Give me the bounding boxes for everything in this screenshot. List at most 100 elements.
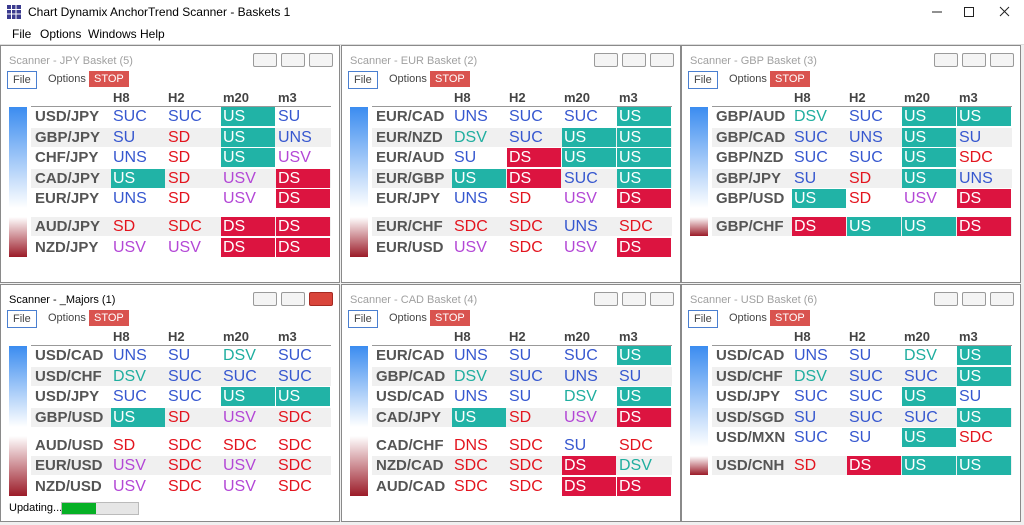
row-shade [372,217,672,236]
panel-window-button[interactable] [309,53,333,67]
panel-window-button[interactable] [309,292,333,306]
column-header: m20 [564,329,591,344]
menu-item[interactable]: Help [140,27,165,41]
pair-label: EUR/GBP [376,169,445,187]
signal-cell: US [452,168,506,188]
panel-window-button[interactable] [253,292,277,306]
signal-cell: DS [507,168,561,188]
signal-cell: SU [278,108,301,125]
group-bar [690,107,708,208]
signal-cell: SUC [849,108,883,125]
toolbar-button[interactable]: STOP [89,71,129,87]
signal-cell: UNS [849,128,883,146]
toolbar-button[interactable]: Options [389,73,427,85]
toolbar-button[interactable]: STOP [89,310,129,326]
toolbar-button[interactable]: Options [729,312,767,324]
pair-label: CHF/JPY [35,149,99,166]
signal-cell: DS [276,217,330,236]
panel-window-button[interactable] [962,53,986,67]
signal-cell: SUC [849,367,883,385]
panel-window-button[interactable] [934,292,958,306]
panel-window-button[interactable] [934,53,958,67]
status-text: Updating... [9,502,63,514]
menu-item[interactable]: Options [40,27,82,41]
toolbar-button[interactable]: File [348,71,378,89]
toolbar-button[interactable]: File [348,310,378,328]
row-shade [31,456,331,475]
panel-window-button[interactable] [962,292,986,306]
signal-cell: SDC [454,457,488,474]
toolbar-button[interactable]: STOP [430,71,470,87]
toolbar-button[interactable]: File [7,71,37,89]
column-header: H2 [849,329,866,344]
toolbar-button[interactable]: STOP [430,310,470,326]
toolbar-button[interactable]: File [688,310,718,328]
signal-cell: SU [959,388,982,405]
panel-window-button[interactable] [990,292,1014,306]
signal-cell: US [221,127,275,147]
signal-cell: US [276,387,330,406]
signal-cell: SDC [959,149,993,166]
toolbar-button[interactable]: File [688,71,718,89]
signal-cell: UNS [278,128,312,146]
signal-cell: SD [168,128,191,146]
panel-window-button[interactable] [650,53,674,67]
signal-cell: US [562,127,616,147]
row-shade [372,366,672,386]
signal-cell: US [617,387,671,406]
toolbar-button[interactable]: STOP [770,71,810,87]
panel-window-button[interactable] [594,53,618,67]
header-rule [31,345,331,346]
menu-item[interactable]: Windows [88,27,137,41]
signal-cell: USV [564,238,597,256]
column-header: m3 [619,329,638,344]
panel-window-button[interactable] [990,53,1014,67]
signal-cell: SDC [278,477,312,495]
signal-cell: SDC [278,408,312,426]
signal-cell: US [902,168,956,188]
toolbar-button[interactable]: STOP [770,310,810,326]
toolbar-button[interactable]: File [7,310,37,328]
pair-label: USD/SGD [716,408,785,426]
panel-window-button[interactable] [281,53,305,67]
panel-title: Scanner - EUR Basket (2) [350,55,478,67]
column-header: m3 [959,329,978,344]
menu-item[interactable]: File [12,27,32,41]
panel-window-button[interactable] [594,292,618,306]
panel-window-button[interactable] [253,53,277,67]
panel-window-button[interactable] [281,292,305,306]
signal-cell: SDC [278,457,312,474]
signal-cell: US [902,456,956,475]
signal-cell: SD [168,169,191,187]
row-shade [712,407,1012,427]
pair-label: USD/CHF [716,367,783,385]
panel-title: Scanner - GBP Basket (3) [690,55,817,67]
panel-window-button[interactable] [650,292,674,306]
window-controls[interactable] [920,0,1024,24]
row-shade [31,366,331,386]
pair-label: GBP/CAD [716,128,786,146]
progress-bar [61,502,139,515]
toolbar-button[interactable]: Options [729,73,767,85]
panel-title: Scanner - JPY Basket (5) [9,55,133,67]
panel-window-button[interactable] [622,53,646,67]
panel-window-button[interactable] [622,292,646,306]
column-header: H8 [113,329,130,344]
column-header: m3 [278,329,297,344]
signal-cell: DS [847,456,901,475]
toolbar-button[interactable]: Options [389,312,427,324]
panel-title: Scanner - _Majors (1) [9,294,116,306]
title-bar: Chart Dynamix AnchorTrend Scanner - Bask… [0,0,1024,24]
column-header: H2 [509,329,526,344]
pair-label: EUR/CAD [376,108,445,125]
pair-label: NZD/JPY [35,238,99,256]
signal-cell: US [452,407,506,427]
signal-cell: SDC [168,436,202,454]
signal-cell: US [902,107,956,126]
signal-cell: SDC [509,477,543,495]
pair-label: GBP/CAD [376,367,446,385]
column-header: H8 [794,329,811,344]
toolbar-button[interactable]: Options [48,312,86,324]
toolbar-button[interactable]: Options [48,73,86,85]
signal-cell: SD [113,218,136,235]
